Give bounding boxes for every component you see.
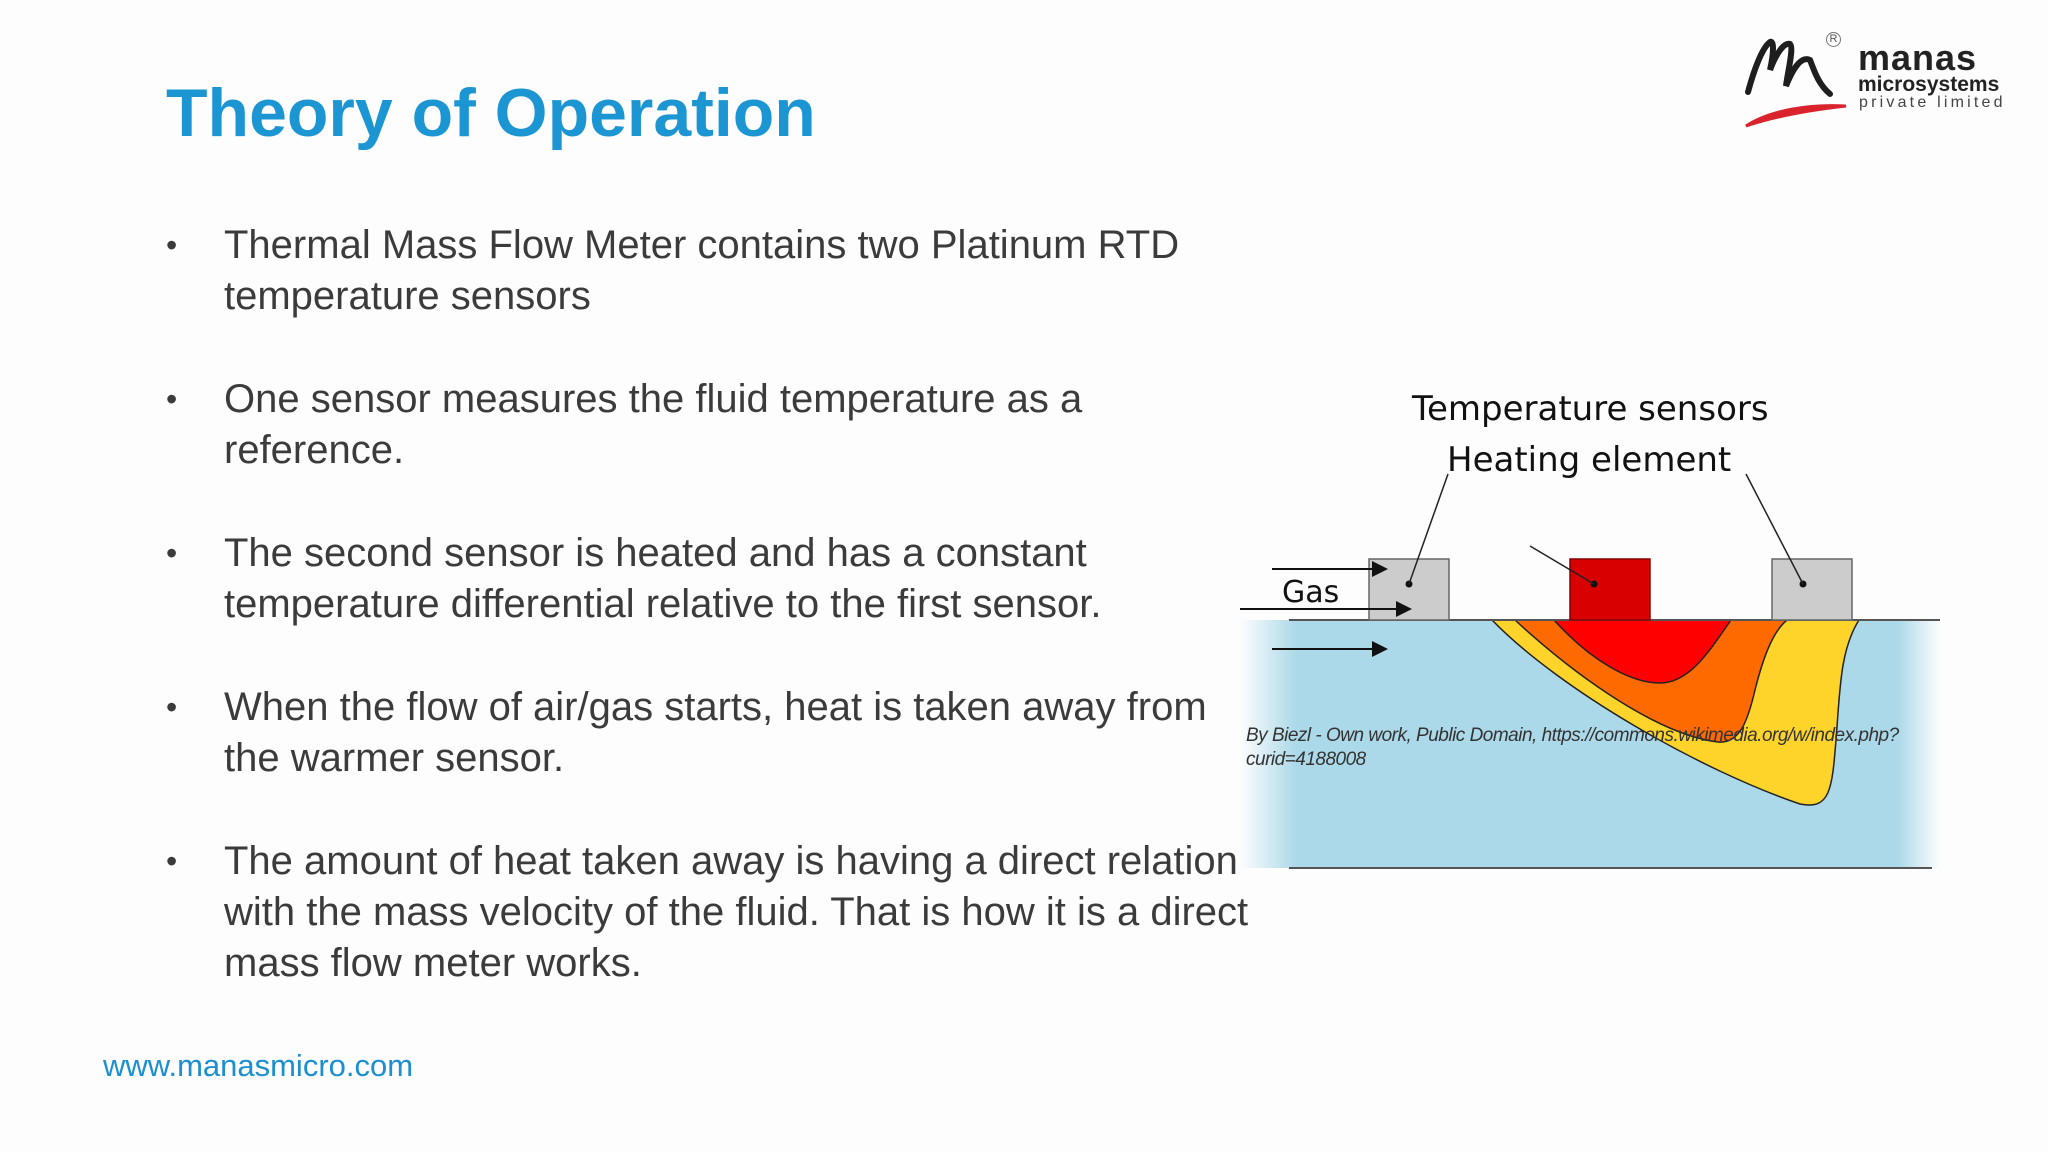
company-logo: R manas microsystems private limited <box>1740 30 2020 130</box>
bullet-icon: • <box>166 381 178 417</box>
logo-name: manas <box>1858 37 1978 78</box>
bullet-text: The second sensor is heated and has a co… <box>224 531 1102 626</box>
bullet-icon: • <box>166 227 178 263</box>
bullet-icon: • <box>166 843 178 879</box>
bullet-icon: • <box>166 689 178 725</box>
heat-zone-hot <box>1552 619 1733 684</box>
bullet-icon: • <box>166 535 178 571</box>
slide-title: Theory of Operation <box>166 75 816 151</box>
heating-element <box>1569 558 1651 621</box>
bullet-item: • The amount of heat taken away is having… <box>160 836 1270 989</box>
website-link[interactable]: www.manasmicro.com <box>103 1048 414 1083</box>
logo-subtitle: microsystems <box>1858 73 2000 96</box>
bullet-text: One sensor measures the fluid temperatur… <box>224 377 1083 472</box>
temperature-sensor-right <box>1771 558 1853 621</box>
logo-tagline: private limited <box>1859 94 2006 111</box>
bullet-item: • Thermal Mass Flow Meter contains two Pl… <box>160 220 1270 322</box>
label-temperature-sensors: Temperature sensors <box>1411 389 1769 429</box>
label-gas: Gas <box>1282 575 1339 610</box>
label-heating-element: Heating element <box>1447 440 1731 480</box>
image-credit-caption: By Biezl - Own work, Public Domain, http… <box>1246 725 1899 770</box>
registered-mark: R <box>1826 32 1841 47</box>
bullet-item: • One sensor measures the fluid temperatu… <box>160 374 1270 476</box>
logo-m-icon <box>1745 38 1847 128</box>
bullet-item: • When the flow of air/gas starts, heat i… <box>160 682 1270 784</box>
bullet-text: When the flow of air/gas starts, heat is… <box>224 685 1207 780</box>
bullet-item: • The second sensor is heated and has a c… <box>160 528 1270 630</box>
bullet-text: The amount of heat taken away is having … <box>224 839 1249 985</box>
bullet-text: Thermal Mass Flow Meter contains two Pla… <box>224 223 1180 318</box>
bullet-list: • Thermal Mass Flow Meter contains two Pl… <box>160 220 1270 1041</box>
